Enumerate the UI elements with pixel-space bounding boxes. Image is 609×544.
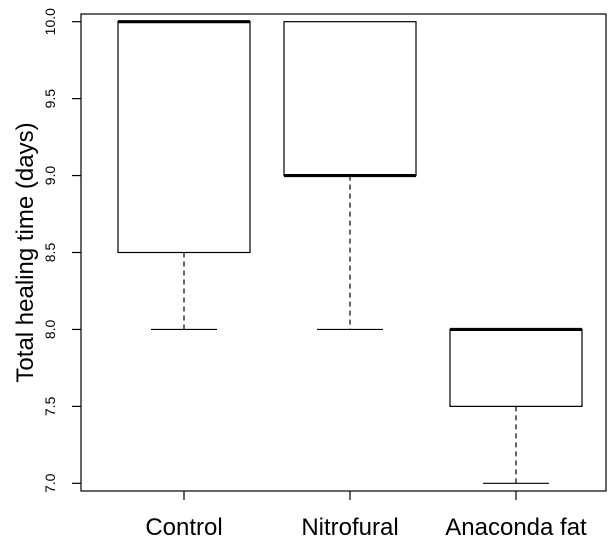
x-axis: Control Nitrofural Anaconda fat [145, 491, 587, 541]
box-body [283, 21, 417, 177]
y-axis: 7.0 7.5 8.0 8.5 9.0 9.5 10.0 [42, 8, 81, 493]
x-tick-label-control: Control [145, 514, 222, 539]
y-tick-label: 9.0 [42, 166, 58, 186]
y-tick-label: 7.0 [42, 473, 58, 493]
box-nitrofural [283, 21, 417, 331]
y-tick-label: 9.5 [42, 89, 58, 109]
y-tick-label: 10.0 [42, 8, 58, 35]
box-series [117, 20, 583, 484]
y-tick-label: 8.5 [42, 243, 58, 263]
y-tick-label: 8.0 [42, 319, 58, 339]
x-tick-label-nitrofural: Nitrofural [301, 514, 398, 539]
box-anaconda-fat [449, 327, 583, 484]
box-body [117, 21, 251, 254]
x-tick-label-anaconda-fat: Anaconda fat [445, 514, 587, 539]
box-body [449, 328, 583, 407]
y-tick-label: 7.5 [42, 396, 58, 416]
box-control [117, 20, 251, 331]
y-axis-label: Total healing time (days) [12, 122, 39, 382]
